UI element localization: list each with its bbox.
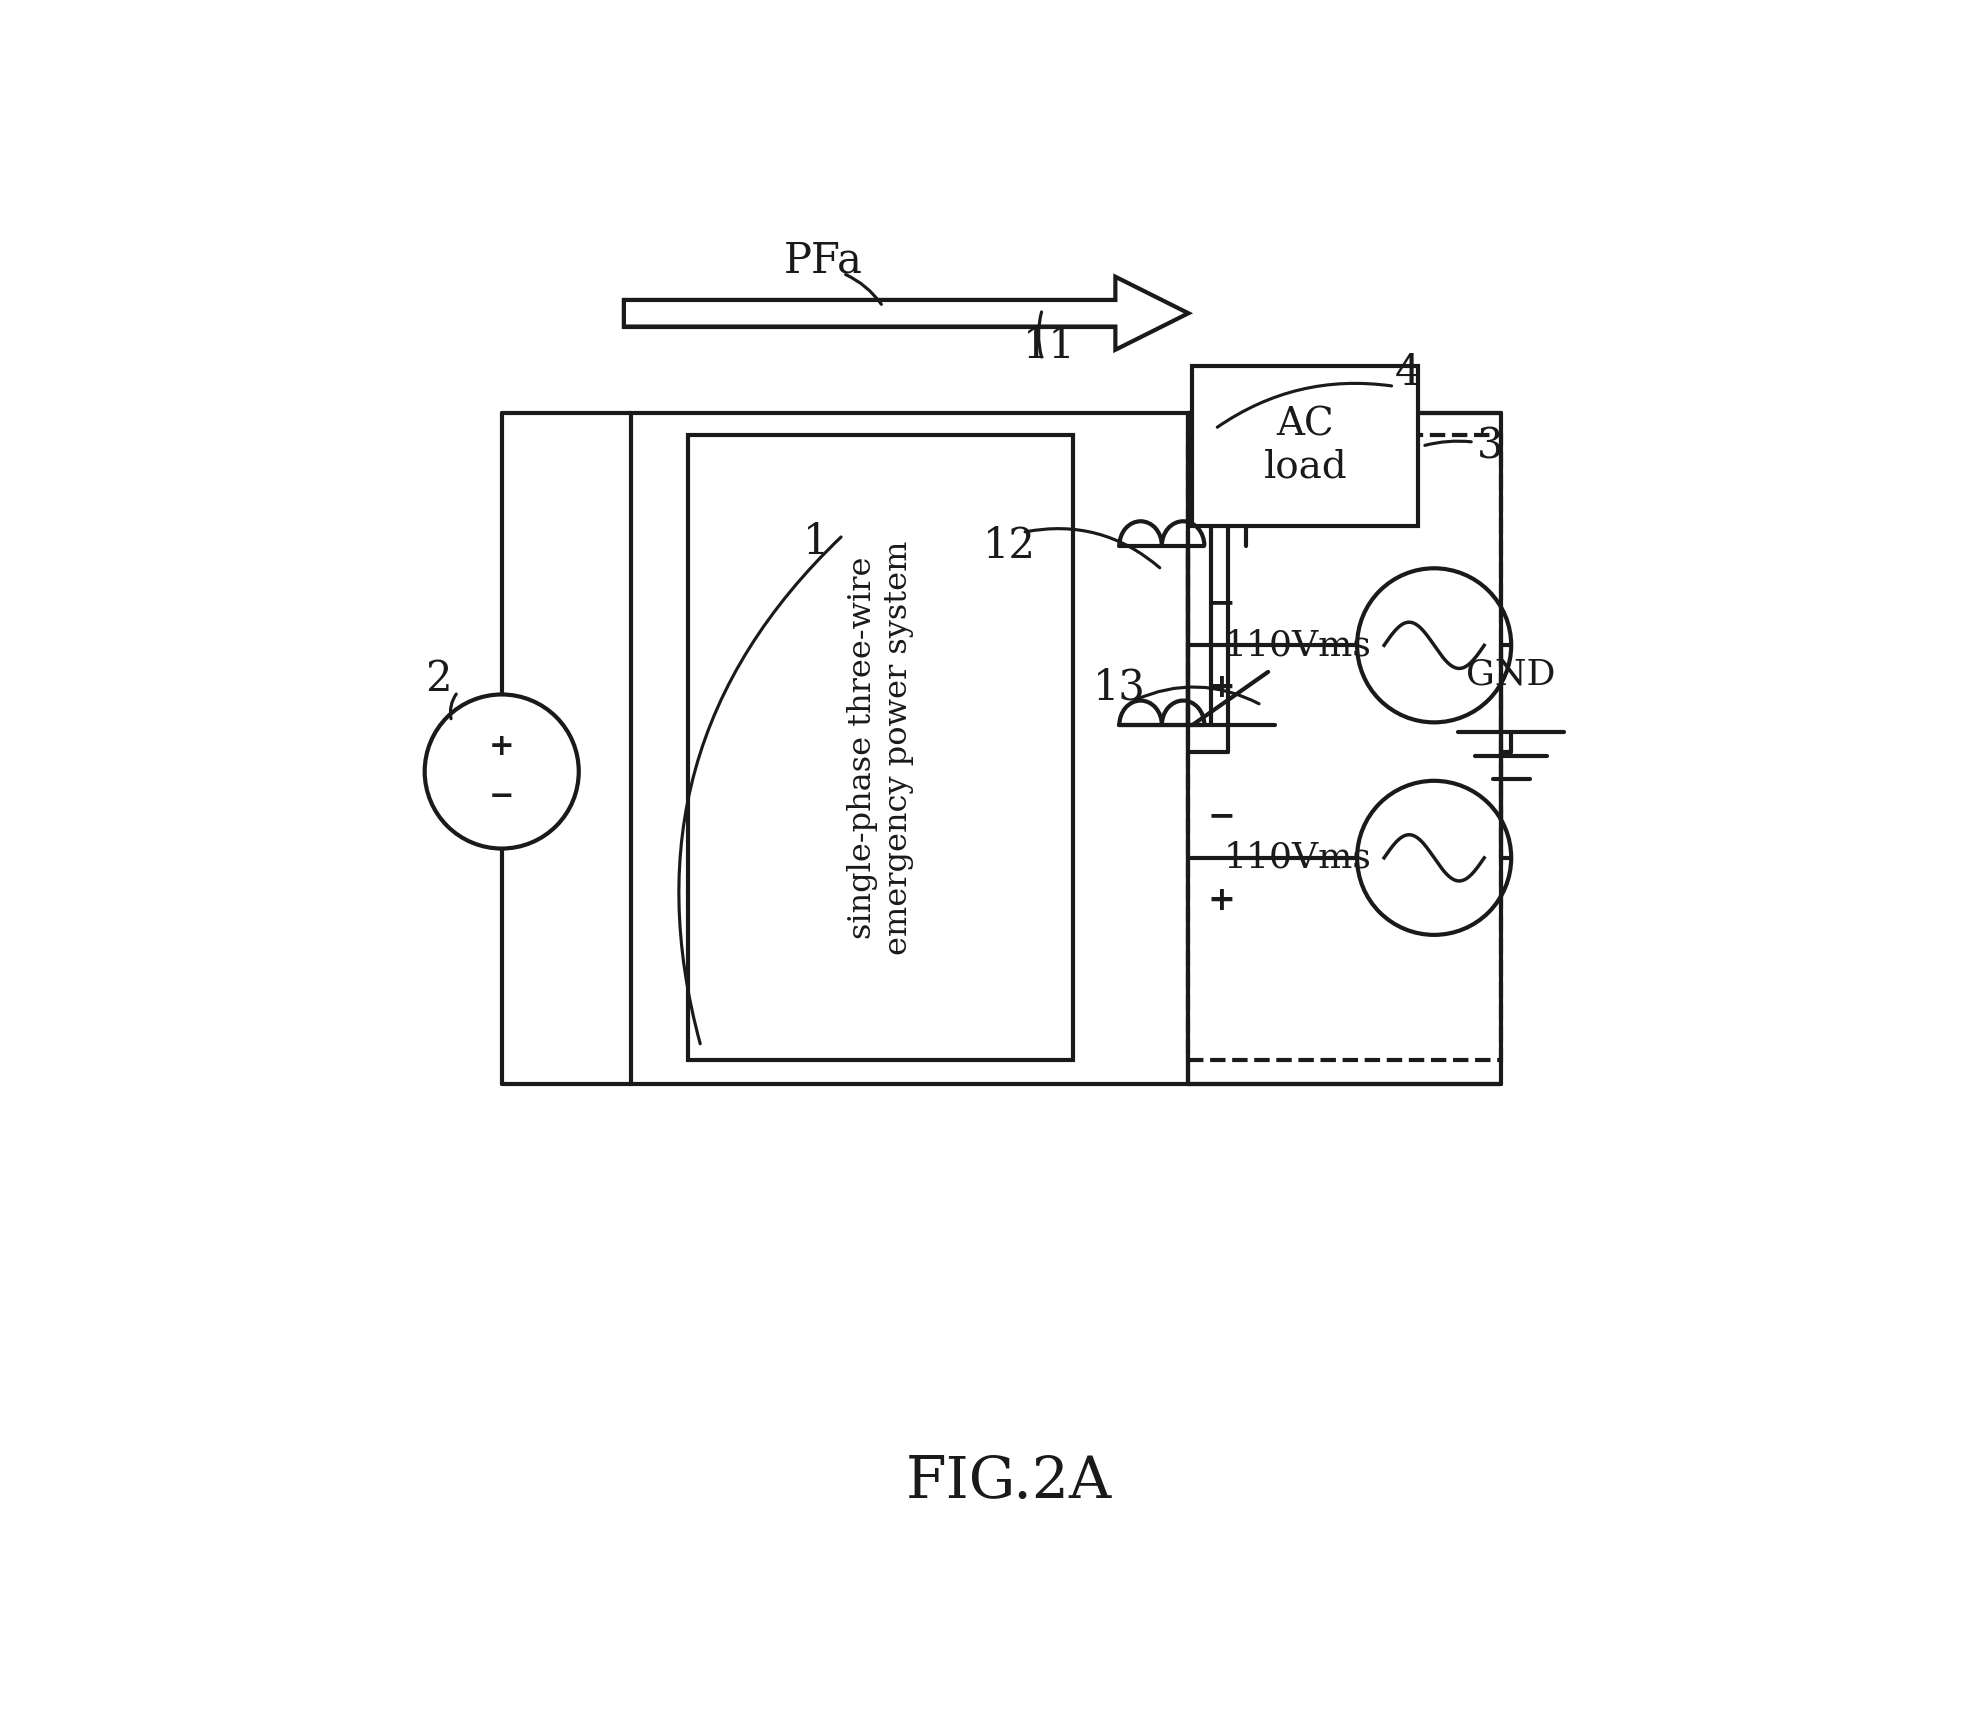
- Text: −: −: [1207, 586, 1237, 619]
- Text: 4: 4: [1394, 352, 1422, 393]
- Text: −: −: [488, 783, 514, 811]
- Polygon shape: [624, 276, 1189, 350]
- Bar: [1189, 435, 1500, 1059]
- Text: AC
load: AC load: [1264, 405, 1347, 486]
- Text: +: +: [1207, 671, 1237, 704]
- Text: 110Vms: 110Vms: [1223, 628, 1370, 662]
- Text: GND: GND: [1467, 657, 1556, 692]
- Text: +: +: [488, 731, 514, 761]
- Bar: [687, 435, 1073, 1059]
- Text: 13: 13: [1093, 668, 1146, 709]
- Text: 3: 3: [1477, 424, 1502, 467]
- Text: 12: 12: [983, 524, 1036, 568]
- Text: 2: 2: [425, 657, 451, 700]
- Text: 11: 11: [1022, 326, 1075, 367]
- Bar: [630, 412, 1189, 1083]
- Text: FIG.2A: FIG.2A: [906, 1454, 1112, 1509]
- Text: PFa: PFa: [784, 240, 862, 281]
- Bar: [624, 300, 1114, 326]
- Text: +: +: [1207, 883, 1237, 916]
- Text: single-phase three-wire
emergency power system: single-phase three-wire emergency power …: [847, 540, 914, 954]
- Bar: [628, 304, 1111, 323]
- Text: −: −: [1207, 799, 1237, 831]
- Bar: [1193, 366, 1418, 526]
- Text: 110Vms: 110Vms: [1223, 840, 1370, 875]
- Text: 1: 1: [803, 521, 829, 562]
